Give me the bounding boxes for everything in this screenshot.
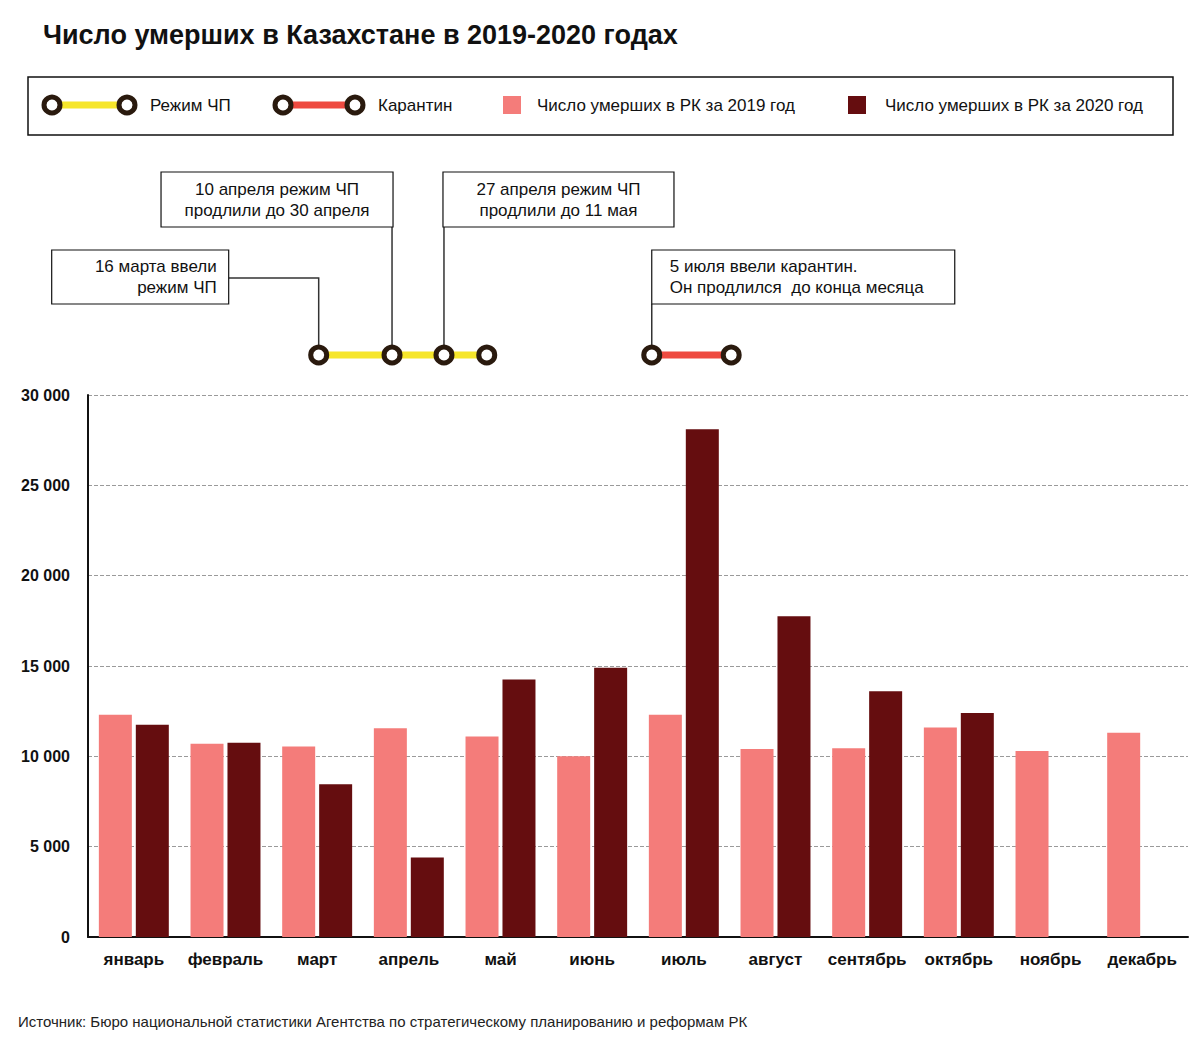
svg-text:февраль: февраль (188, 950, 264, 969)
svg-text:Режим ЧП: Режим ЧП (150, 96, 231, 115)
svg-text:январь: январь (102, 950, 164, 969)
svg-text:Источник: Бюро национальной ст: Источник: Бюро национальной статистики А… (18, 1013, 747, 1030)
svg-text:сентябрь: сентябрь (828, 950, 907, 969)
svg-text:Он продлился до конца месяца: Он продлился до конца месяца (670, 278, 925, 297)
svg-text:15 000: 15 000 (21, 658, 70, 675)
svg-text:5 000: 5 000 (30, 838, 70, 855)
svg-text:27 апреля режим ЧП: 27 апреля режим ЧП (476, 180, 640, 199)
svg-text:30 000: 30 000 (21, 387, 70, 404)
svg-text:октябрь: октябрь (925, 950, 993, 969)
svg-text:25 000: 25 000 (21, 477, 70, 494)
svg-text:Число умерших в РК за 2020 год: Число умерших в РК за 2020 год (885, 96, 1143, 115)
svg-text:16 марта ввели: 16 марта ввели (95, 257, 217, 276)
svg-text:продлили до 30 апреля: продлили до 30 апреля (184, 201, 369, 220)
svg-text:режим ЧП: режим ЧП (137, 278, 217, 297)
svg-text:10 000: 10 000 (21, 748, 70, 765)
svg-text:Карантин: Карантин (378, 96, 452, 115)
svg-text:апрель: апрель (378, 950, 439, 969)
svg-text:продлили до 11 мая: продлили до 11 мая (479, 201, 637, 220)
svg-text:0: 0 (61, 929, 70, 946)
svg-text:5 июля ввели карантин.: 5 июля ввели карантин. (670, 257, 858, 276)
svg-text:Число умерших в РК за 2019 год: Число умерших в РК за 2019 год (537, 96, 795, 115)
svg-text:10 апреля режим ЧП: 10 апреля режим ЧП (195, 180, 359, 199)
svg-text:ноябрь: ноябрь (1020, 950, 1082, 969)
svg-text:май: май (484, 950, 516, 969)
svg-text:20 000: 20 000 (21, 567, 70, 584)
svg-text:март: март (297, 950, 337, 969)
svg-text:декабрь: декабрь (1107, 950, 1177, 969)
svg-text:август: август (749, 950, 803, 969)
svg-text:июль: июль (661, 950, 707, 969)
svg-text:Число умерших в Казахстане в 2: Число умерших в Казахстане в 2019-2020 г… (43, 20, 678, 50)
svg-text:июнь: июнь (569, 950, 615, 969)
